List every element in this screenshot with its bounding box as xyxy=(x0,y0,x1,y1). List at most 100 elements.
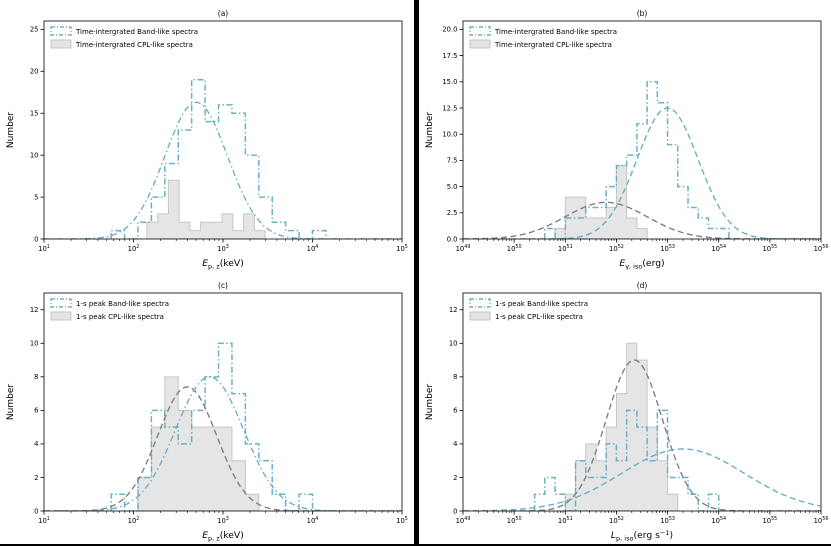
x-tick-label: 1049 xyxy=(456,244,471,253)
y-tick-label: 8 xyxy=(34,373,38,381)
y-tick-label: 4 xyxy=(34,440,38,448)
y-tick-label: 7.5 xyxy=(447,157,458,165)
legend-label: 1-s peak CPL-like spectra xyxy=(495,313,583,321)
x-tick-label: 1049 xyxy=(456,516,471,525)
y-tick-label: 20 xyxy=(30,68,39,76)
y-tick-label: 15 xyxy=(30,110,39,118)
legend: 1-s peak Band-like spectra 1-s peak CPL-l… xyxy=(50,298,169,321)
x-tick-label: 1056 xyxy=(814,516,829,525)
legend-band-swatch xyxy=(469,26,491,36)
x-tick-label: 1054 xyxy=(711,244,726,253)
y-tick-label: 10 xyxy=(30,340,39,348)
cpl-histogram xyxy=(137,376,260,511)
y-tick-label: 5.0 xyxy=(447,183,458,191)
cpl-histogram xyxy=(146,179,266,239)
panel-d: 1049 1050 1051 1052 1053 1054 1055 1056 0 2 4 6 8 10 1… xyxy=(423,278,829,544)
y-axis-label: Number xyxy=(6,112,16,148)
panel-title: (b) xyxy=(637,9,648,18)
x-tick-label: 101 xyxy=(38,516,50,525)
x-tick-label: 105 xyxy=(396,244,408,253)
y-tick-label: 12.5 xyxy=(442,104,457,112)
legend-label: Time-intergrated CPL-like spectra xyxy=(75,41,193,49)
legend: Time-intergrated Band-like spectra Time-i… xyxy=(50,26,198,49)
plot-area xyxy=(44,78,402,239)
y-tick-label: 10 xyxy=(449,340,458,348)
x-tick-label: 1051 xyxy=(558,244,573,253)
y-tick-label: 0 xyxy=(34,235,38,243)
legend-label: 1-s peak Band-like spectra xyxy=(495,300,588,308)
x-axis-label: Eγ, iso(erg) xyxy=(619,258,664,270)
legend-label: 1-s peak CPL-like spectra xyxy=(76,313,164,321)
y-axis: 0 2 4 6 8 10 12 xyxy=(30,306,44,515)
axes-spines xyxy=(43,20,403,240)
y-axis: 0 5 10 15 20 25 xyxy=(30,26,44,243)
x-tick-label: 1051 xyxy=(558,516,573,525)
y-tick-label: 20.0 xyxy=(442,26,457,34)
y-tick-label: 5 xyxy=(34,193,38,201)
panel-a: 101 102 103 104 105 0 5 10 15 20 25 (a) Number Ep, z(… xyxy=(4,6,410,276)
legend: 1-s peak Band-like spectra 1-s peak CPL-l… xyxy=(469,298,588,321)
x-tick-label: 101 xyxy=(38,244,50,253)
x-tick-label: 1052 xyxy=(609,516,624,525)
x-tick-label: 1055 xyxy=(762,244,777,253)
legend-label: Time-intergrated CPL-like spectra xyxy=(494,41,612,49)
x-tick-label: 1055 xyxy=(762,516,777,525)
legend-label: 1-s peak Band-like spectra xyxy=(76,300,169,308)
band-histogram xyxy=(110,78,327,239)
panel-title: (d) xyxy=(637,281,648,290)
x-tick-label: 104 xyxy=(307,516,319,525)
legend-band-swatch xyxy=(469,298,491,308)
x-tick-label: 103 xyxy=(217,516,229,525)
panel-title: (a) xyxy=(218,9,229,18)
x-tick-label: 1050 xyxy=(507,244,522,253)
legend-label: Time-intergrated Band-like spectra xyxy=(494,28,617,36)
y-tick-label: 17.5 xyxy=(442,52,457,60)
column-divider xyxy=(414,0,419,544)
axes: 1049 1050 1051 1052 1053 1054 1055 1056 0 2 4 6 8 10 1… xyxy=(449,292,829,525)
x-tick-label: 1054 xyxy=(711,516,726,525)
x-axis: 1049 1050 1051 1052 1053 1054 1055 1056 xyxy=(456,511,829,525)
x-tick-label: 1050 xyxy=(507,516,522,525)
legend-cpl-swatch xyxy=(50,39,72,49)
axes: 101 102 103 104 105 0 2 4 6 8 10 12 xyxy=(30,292,408,525)
y-tick-label: 0 xyxy=(453,507,457,515)
y-tick-label: 0 xyxy=(34,507,38,515)
chart-d: 1049 1050 1051 1052 1053 1054 1055 1056 0 2 4 6 8 10 1… xyxy=(425,281,829,542)
chart-a: 101 102 103 104 105 0 5 10 15 20 25 (a) Number Ep, z(… xyxy=(6,9,408,270)
x-tick-label: 104 xyxy=(307,244,319,253)
cpl-fit-curve xyxy=(463,201,821,239)
y-axis: 0 2 4 6 8 10 12 xyxy=(449,306,463,515)
chart-b: 1049 1050 1051 1052 1053 1054 1055 1056 0.0 2.5 5.… xyxy=(425,9,828,270)
y-tick-label: 25 xyxy=(30,26,39,34)
y-tick-label: 2 xyxy=(453,474,457,482)
legend-cpl-swatch xyxy=(469,39,491,49)
panel-title: (c) xyxy=(218,281,228,290)
plot-area xyxy=(463,342,821,511)
legend-band-swatch xyxy=(50,298,72,308)
band-histogram xyxy=(533,409,720,511)
x-axis: 101 102 103 104 105 xyxy=(38,511,408,525)
x-tick-label: 1052 xyxy=(609,244,624,253)
axes-spines xyxy=(462,292,822,512)
x-axis-label: Ep, z(keV) xyxy=(202,530,244,542)
x-tick-label: 102 xyxy=(128,244,140,253)
x-axis: 1049 1050 1051 1052 1053 1054 1055 1056 xyxy=(456,239,828,253)
y-tick-label: 6 xyxy=(34,407,38,415)
y-tick-label: 8 xyxy=(453,373,457,381)
y-axis-label: Number xyxy=(6,384,16,420)
y-tick-label: 6 xyxy=(453,407,457,415)
y-axis-label: Number xyxy=(425,384,435,420)
x-axis-label: Ep, z(keV) xyxy=(202,258,244,270)
chart-c: 101 102 103 104 105 0 2 4 6 8 10 12 (c) Number Ep, z(k… xyxy=(6,281,408,542)
x-tick-label: 102 xyxy=(128,516,140,525)
y-tick-label: 4 xyxy=(453,440,457,448)
x-tick-label: 1053 xyxy=(660,516,675,525)
cpl-fit-curve xyxy=(44,386,402,511)
plot-area xyxy=(463,81,821,239)
legend-label: Time-intergrated Band-like spectra xyxy=(75,28,198,36)
x-tick-label: 1053 xyxy=(660,244,675,253)
legend: Time-intergrated Band-like spectra Time-i… xyxy=(469,26,617,49)
y-axis-label: Number xyxy=(425,112,435,148)
panel-b: 1049 1050 1051 1052 1053 1054 1055 1056 0.0 2.5 5.… xyxy=(423,6,829,276)
